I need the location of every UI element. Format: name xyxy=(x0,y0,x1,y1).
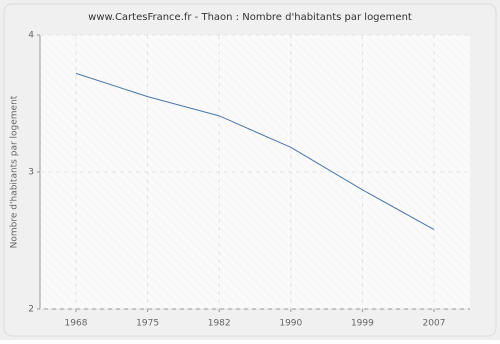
x-tick-label: 1975 xyxy=(136,319,159,329)
x-tick-label: 1990 xyxy=(279,319,302,329)
y-tick-label: 3 xyxy=(28,168,34,178)
y-tick-label: 2 xyxy=(28,305,34,315)
chart-title: www.CartesFrance.fr - Thaon : Nombre d'h… xyxy=(88,12,412,23)
y-axis-label: Nombre d'habitants par logement xyxy=(10,95,20,248)
y-tick-label: 4 xyxy=(28,31,34,41)
x-tick-label: 1999 xyxy=(351,319,374,329)
plot-area xyxy=(40,35,470,309)
line xyxy=(75,72,435,230)
x-tick-label: 1968 xyxy=(65,319,88,329)
x-tick-label: 2007 xyxy=(423,319,446,329)
x-tick-label: 1982 xyxy=(208,319,231,329)
